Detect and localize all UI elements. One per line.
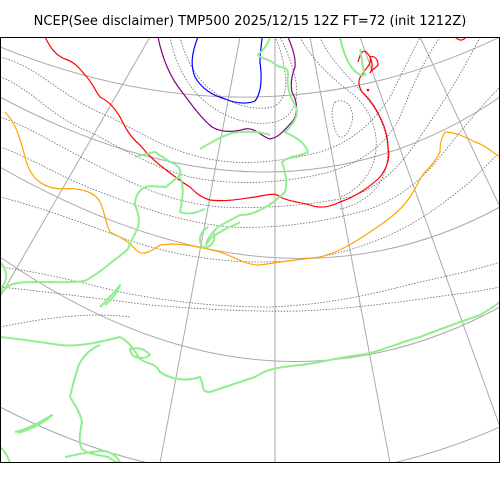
map-border (0, 37, 500, 463)
longitude-line (419, 37, 500, 208)
coastline (64, 450, 121, 463)
coastline (339, 37, 366, 77)
isotherm-line (319, 37, 389, 210)
graticule (0, 37, 500, 463)
isotherm-line (169, 37, 298, 124)
longitude-line (159, 37, 241, 463)
isotherm-red-dot (366, 88, 370, 92)
latitude-line (0, 166, 500, 259)
isotherm-orange (4, 111, 500, 266)
map-title: NCEP(See disclaimer) TMP500 2025/12/15 1… (33, 14, 467, 29)
isotherm-line (0, 37, 481, 208)
isotherm-line (0, 286, 500, 312)
latitude-line (0, 37, 500, 98)
coastline (0, 301, 500, 393)
coastline (0, 151, 182, 298)
isotherm-line (331, 100, 353, 138)
isotherm-line (0, 86, 500, 228)
isotherms-gray (0, 37, 500, 328)
coastline (14, 414, 53, 434)
latitude-line (0, 406, 500, 463)
map-frame (0, 37, 500, 463)
isotherm-line (0, 314, 131, 328)
isotherm-line (0, 37, 421, 163)
latitude-line (0, 256, 500, 363)
coastline (205, 37, 309, 246)
longitude-line (0, 37, 151, 298)
coastline (199, 226, 216, 249)
coastline (179, 176, 206, 215)
isotherm-line (179, 37, 287, 109)
isotherm-purple (157, 37, 298, 140)
coastlines (0, 37, 500, 463)
coastline (199, 130, 271, 150)
latitude-line (0, 96, 500, 173)
isotherm-line (0, 37, 441, 183)
isotherm-blue (191, 37, 263, 104)
isotherm-line (0, 151, 500, 263)
isotherm-line (0, 261, 500, 308)
coastline (99, 284, 121, 308)
coastline (0, 446, 11, 463)
longitude-line (359, 37, 500, 428)
isotherm-red (44, 37, 390, 208)
coastline (129, 347, 151, 359)
map-svg (0, 37, 500, 463)
coastline (69, 344, 121, 463)
isotherm-line (299, 37, 377, 198)
